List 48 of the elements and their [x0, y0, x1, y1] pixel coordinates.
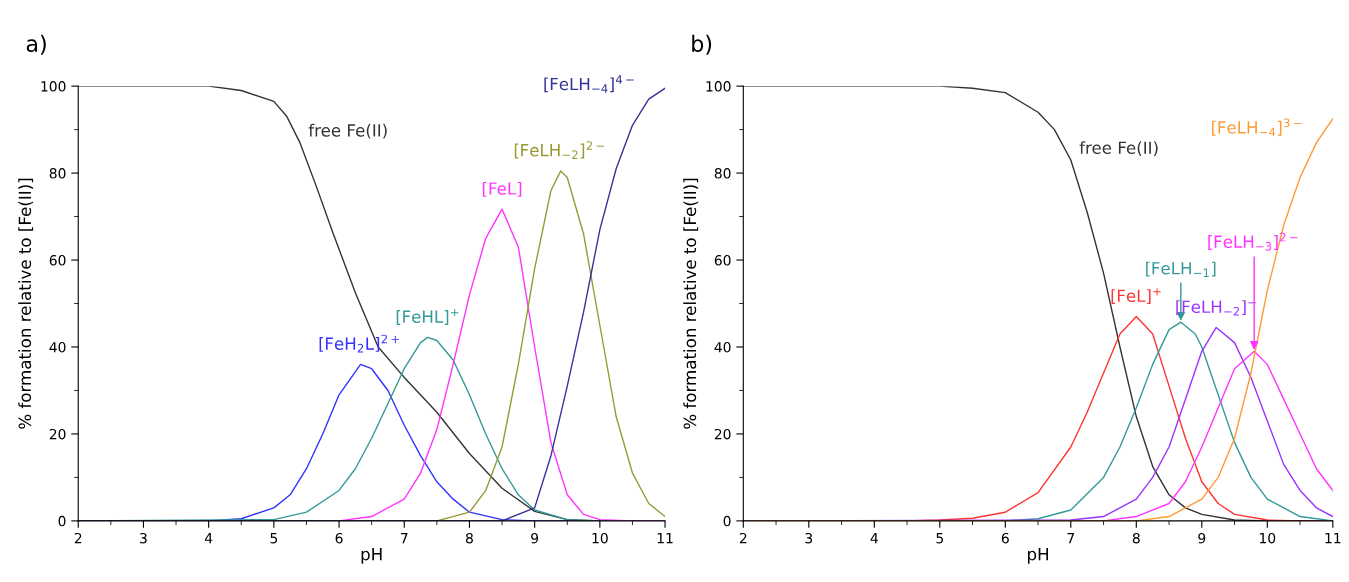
chart-title: a) [26, 34, 46, 55]
y-tick-label: 100 [706, 81, 731, 92]
x-tick-label: 4 [204, 533, 213, 544]
x-tick-label: 6 [1001, 532, 1009, 544]
x-tick-label: 3 [805, 532, 813, 544]
text: [FeLH$_{−1}$] [1146, 261, 1216, 278]
x-tick-label: 2 [74, 532, 82, 544]
y-tick-label: 80 [714, 168, 731, 179]
x-tick-label: 4 [870, 533, 878, 544]
x-tick-label: 7 [1067, 533, 1075, 544]
x-tick-label: 6 [335, 532, 343, 544]
y-axis-title: % formation relative to [Fe(II)] [683, 178, 699, 429]
y-tick-label: 60 [714, 255, 731, 266]
series-label: [FeLH$_{−4}$]$^{4−}$ [544, 75, 634, 93]
chart-title: b) [692, 34, 712, 55]
x-tick-label: 7 [400, 533, 408, 544]
x-tick-label: 2 [739, 532, 747, 544]
x-tick-label: 8 [465, 532, 473, 544]
series-label: [FeL] [482, 181, 522, 197]
x-tick-label: 10 [592, 532, 608, 544]
x-axis-title: pH [1028, 548, 1048, 564]
y-tick-label: 20 [714, 428, 731, 440]
y-tick-label: 0 [723, 515, 731, 527]
series-label: free Fe(II) [1079, 141, 1158, 156]
series-label: [FeH$_{2}$L]$^{2+}$ [319, 334, 399, 353]
y-tick-label: 20 [49, 428, 66, 440]
series-label: [FeHL]$^{+}$ [396, 309, 459, 325]
x-tick-label: 9 [531, 532, 539, 544]
x-tick-label: 5 [936, 533, 944, 544]
x-tick-label: 11 [657, 533, 673, 544]
y-axis-title: % formation relative to [Fe(II)] [18, 178, 34, 429]
x-tick-label: 9 [1198, 532, 1206, 544]
x-tick-label: 5 [270, 533, 278, 544]
series-label: [FeLH$_{−4}$]$^{3−}$ [1212, 118, 1302, 137]
series-label: [FeL]$^{+}$ [1111, 288, 1161, 305]
series-label: [FeLH$_{−2}$]$^{2−}$ [514, 141, 604, 159]
y-tick-label: 0 [58, 515, 66, 527]
y-tick-label: 100 [41, 81, 66, 92]
x-tick-label: 11 [1325, 533, 1341, 544]
y-tick-label: 60 [49, 255, 66, 266]
y-tick-label: 80 [49, 168, 66, 179]
x-tick-label: 3 [140, 532, 147, 544]
x-tick-label: 10 [1260, 532, 1276, 544]
series-label: free Fe(II) [308, 123, 387, 139]
x-axis-title: pH [361, 548, 382, 564]
x-tick-label: 8 [1132, 532, 1140, 544]
y-tick-label: 40 [714, 341, 731, 353]
y-tick-label: 40 [49, 341, 66, 353]
